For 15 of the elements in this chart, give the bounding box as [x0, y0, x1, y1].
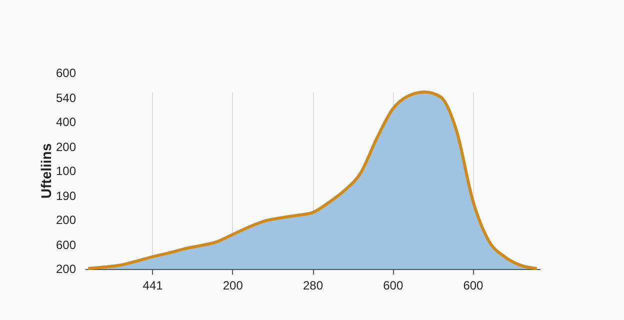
text: 600 — [56, 238, 76, 252]
x-tick-label: 200 — [222, 278, 244, 292]
text: 200 — [56, 140, 76, 154]
text: 190 — [56, 188, 76, 202]
x-tick-label: 441 — [142, 278, 164, 292]
x-tick-label: 600 — [383, 278, 404, 292]
text: 600 — [56, 66, 76, 80]
text: 200 — [56, 262, 76, 276]
text: 200 — [56, 213, 76, 227]
text: 540 — [56, 90, 76, 104]
x-tick-label: 280 — [302, 278, 324, 292]
text: 100 — [56, 164, 76, 178]
text: 400 — [56, 115, 76, 129]
y-axis-title: Ufteliins — [38, 143, 54, 199]
x-tick-label: 600 — [463, 278, 484, 292]
